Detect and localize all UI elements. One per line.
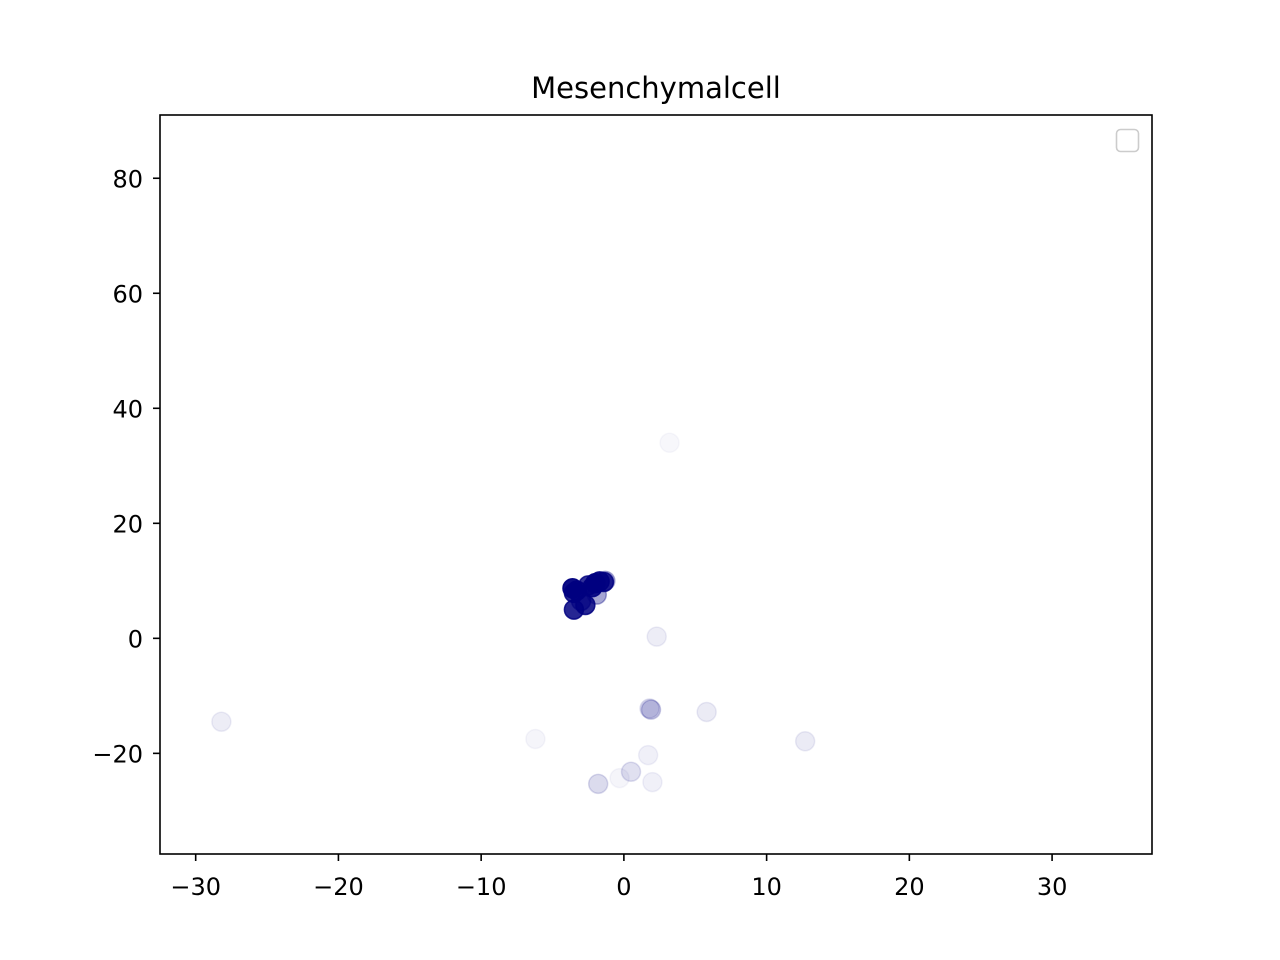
data-point-12: [570, 590, 592, 612]
data-point-18: [794, 731, 816, 752]
data-point-9: [595, 570, 616, 592]
y-tick-label: −20: [92, 740, 143, 768]
x-tick-label: 20: [894, 873, 925, 901]
data-point-19: [211, 711, 232, 732]
y-tick-label: 80: [112, 165, 143, 193]
data-point-14: [660, 433, 679, 452]
y-tick-label: 60: [112, 280, 143, 308]
data-point-17: [696, 701, 717, 723]
chart-title: Mesenchymalcell: [531, 71, 781, 105]
data-point-22: [620, 761, 642, 783]
data-point-24: [642, 771, 663, 793]
data-point-15: [640, 699, 662, 720]
legend-box: [1115, 128, 1140, 153]
points-layer: [211, 433, 816, 795]
plot-frame: [159, 114, 1153, 855]
data-point-16: [639, 698, 660, 719]
y-axis: −20 0 20 40 60 80: [92, 165, 160, 768]
x-tick-label: 30: [1037, 873, 1068, 901]
data-point-20: [525, 728, 546, 750]
y-tick-label: 40: [112, 395, 143, 423]
x-tick-label: 10: [751, 873, 782, 901]
y-tick-label: 0: [128, 625, 143, 653]
y-tick-label: 20: [112, 510, 143, 538]
data-point-13: [646, 626, 667, 647]
plot-area: [160, 115, 1152, 854]
x-tick-label: 0: [616, 873, 631, 901]
data-point-21: [637, 744, 659, 766]
x-tick-label: −30: [170, 873, 221, 901]
data-point-23: [587, 773, 609, 795]
x-tick-label: −20: [313, 873, 364, 901]
x-axis: −30 −20 −10 0 10 20 30: [170, 854, 1067, 901]
x-tick-label: −10: [456, 873, 507, 901]
data-point-25: [609, 767, 630, 789]
